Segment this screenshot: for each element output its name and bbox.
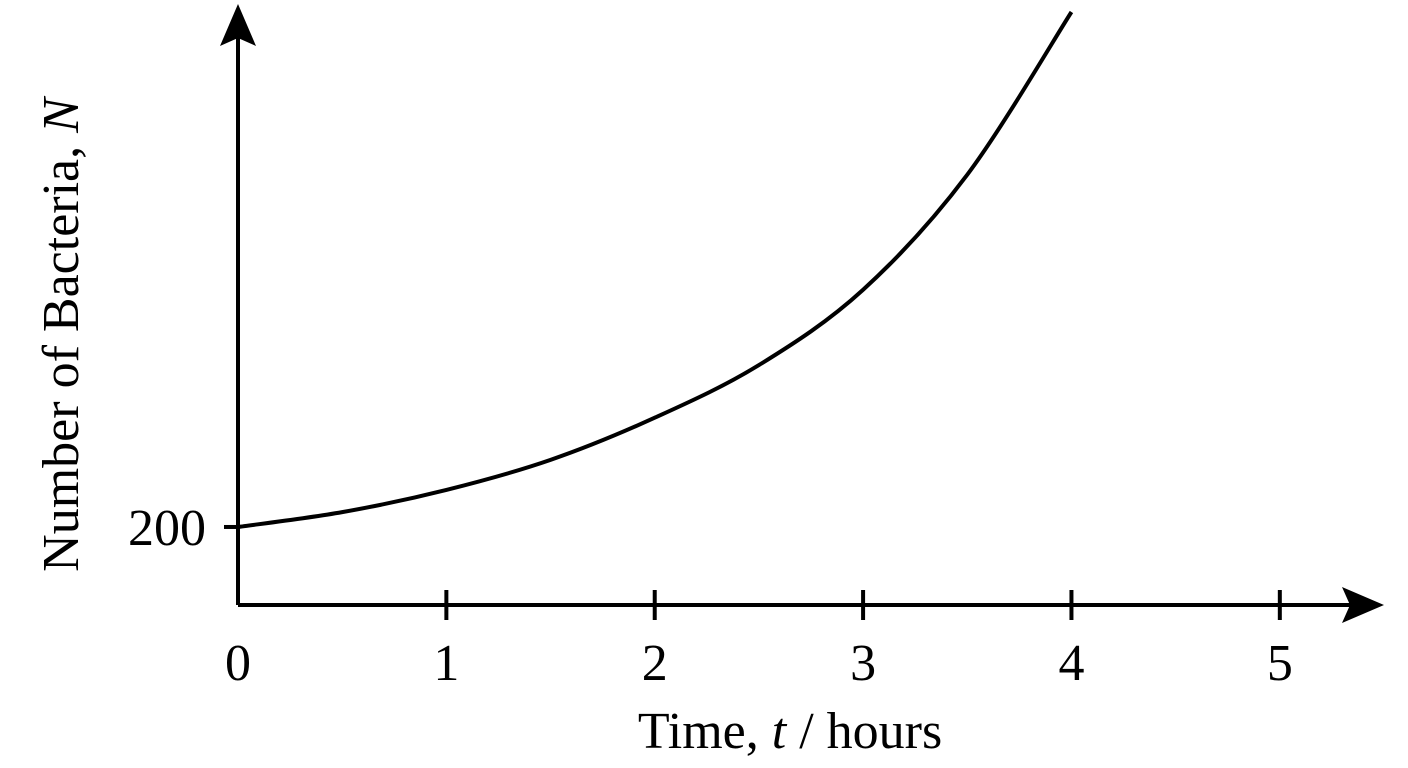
y-label-part: Number of Bacteria,: [33, 133, 90, 572]
growth-curve: [237, 10, 1074, 529]
y-axis-arrow: [220, 4, 256, 46]
x-tick-label: 2: [642, 635, 668, 692]
y-tick-label: 200: [128, 500, 206, 557]
x-axis-label: Time, t / hours: [638, 703, 942, 760]
x-label-part: t: [772, 703, 788, 760]
x-label-part: / hours: [786, 703, 942, 760]
x-tick-label: 3: [850, 635, 876, 692]
x-label-part: Time,: [638, 703, 772, 760]
y-label-part: N: [33, 95, 90, 134]
y-axis-label: Number of Bacteria, N: [33, 95, 90, 572]
x-tick-label: 4: [1058, 635, 1084, 692]
x-axis-arrow: [1342, 587, 1384, 623]
x-tick-label: 0: [225, 635, 251, 692]
x-tick-label: 1: [433, 635, 459, 692]
x-tick-label: 5: [1267, 635, 1293, 692]
